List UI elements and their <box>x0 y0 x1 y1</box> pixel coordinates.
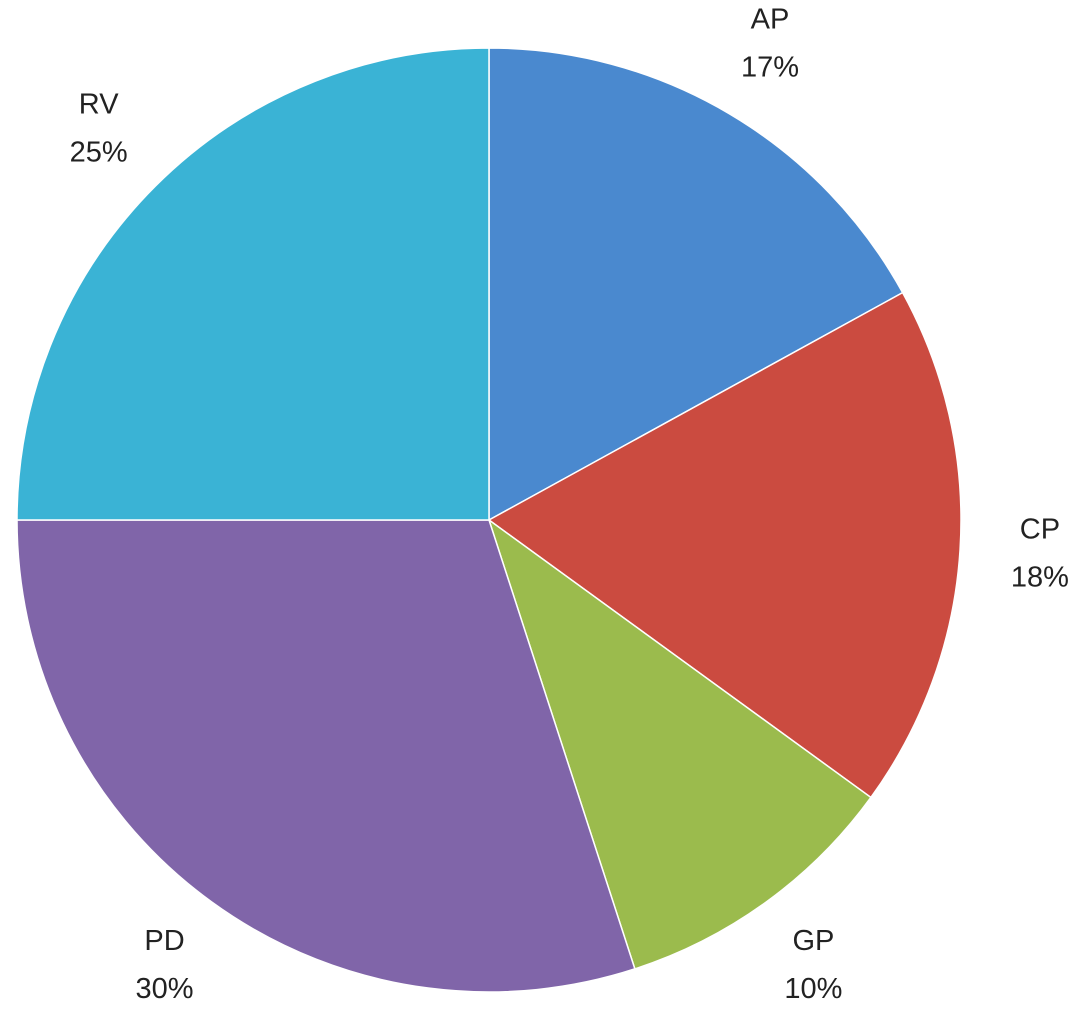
slice-label: CP <box>1020 513 1060 545</box>
pie-slice <box>16 47 490 521</box>
slice-label: RV <box>79 88 119 120</box>
slice-value-label: 10% <box>784 973 842 1005</box>
pie-slice <box>16 519 636 993</box>
pie-slice <box>487 291 962 799</box>
pie-slice <box>488 47 904 522</box>
pie-slice <box>487 518 872 970</box>
slice-label: AP <box>751 4 790 36</box>
slice-value-label: 25% <box>70 136 128 168</box>
slice-value-label: 18% <box>1011 561 1069 593</box>
slice-label: GP <box>793 925 835 957</box>
slice-value-label: 17% <box>741 52 799 84</box>
slice-label: PD <box>144 925 184 957</box>
slice-value-label: 30% <box>136 973 194 1005</box>
